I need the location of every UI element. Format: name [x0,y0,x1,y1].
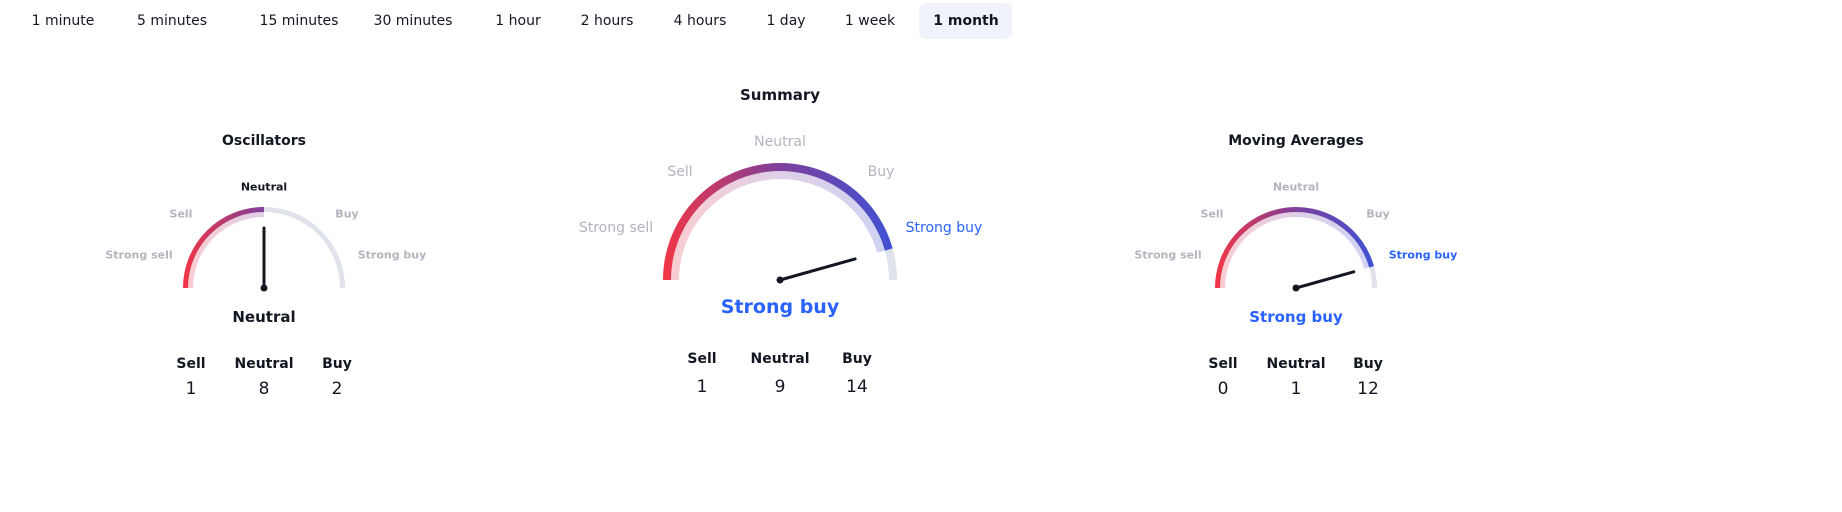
gauge-fill-inner [671,171,885,281]
count-buy: 14 [846,377,868,397]
label-neutral: Neutral [240,180,288,194]
count-header-buy: Buy [1353,356,1383,372]
oscillators-result: Neutral [232,308,296,326]
summary-gauge [663,163,897,284]
label-strong-sell: Strong sell [1134,248,1202,262]
label-strong-sell: Strong sell [578,220,654,236]
gauge-needle [778,257,857,282]
gauge-track [1215,207,1377,289]
tab-2-hours[interactable]: 2 hours [580,13,634,29]
label-sell: Sell [1200,207,1224,221]
gauge-fill-inner [1220,212,1370,289]
tab-4-hours[interactable]: 4 hours [673,13,727,29]
needle-pivot [776,276,784,284]
label-strong-buy: Strong buy [357,248,427,262]
moving-averages-result: Strong buy [1249,308,1343,326]
tab-5-minutes[interactable]: 5 minutes [136,13,208,29]
moving-averages-title: Moving Averages [1228,133,1364,149]
count-sell: 0 [1217,379,1229,399]
needle-pivot [260,284,268,292]
count-header-sell: Sell [687,351,717,367]
count-header-sell: Sell [176,356,206,372]
tab-1-day[interactable]: 1 day [766,13,806,29]
summary-title: Summary [739,86,821,104]
summary-result: Strong buy [720,296,840,318]
gauge-fill [663,163,893,281]
count-header-neutral: Neutral [1266,356,1326,372]
count-sell: 1 [696,377,708,397]
label-strong-buy: Strong buy [905,220,983,236]
label-neutral: Neutral [1272,180,1320,194]
gauge-needle [1294,270,1356,290]
count-header-neutral: Neutral [234,356,294,372]
count-buy: 12 [1357,379,1379,399]
count-header-buy: Buy [322,356,352,372]
tab-1-month[interactable]: 1 month [919,3,1013,39]
label-neutral: Neutral [754,134,806,150]
label-buy: Buy [867,164,895,180]
count-buy: 2 [331,379,343,399]
count-sell: 1 [185,379,197,399]
tab-1-minute[interactable]: 1 minute [31,13,95,29]
gauge-fill [183,207,265,289]
count-neutral: 1 [1290,379,1302,399]
label-strong-buy: Strong buy [1388,248,1458,262]
label-buy: Buy [1366,207,1390,221]
tab-1-week[interactable]: 1 week [844,13,896,29]
label-buy: Buy [335,207,359,221]
gauge-fill-inner [188,212,265,289]
count-header-buy: Buy [842,351,872,367]
gauge-track [663,163,897,281]
label-sell: Sell [169,207,193,221]
oscillators-title: Oscillators [222,133,306,149]
label-strong-sell: Strong sell [105,248,173,262]
oscillators-gauge [183,207,345,292]
tab-1-hour[interactable]: 1 hour [495,13,541,29]
needle-pivot [1292,284,1300,292]
count-header-neutral: Neutral [750,351,810,367]
moving-averages-gauge [1215,206,1377,292]
gauge-fill [1215,206,1374,289]
tab-15-minutes[interactable]: 15 minutes [259,13,339,29]
label-sell: Sell [667,164,693,180]
count-neutral: 8 [258,379,270,399]
tab-30-minutes[interactable]: 30 minutes [373,13,453,29]
count-header-sell: Sell [1208,356,1238,372]
count-neutral: 9 [774,377,786,397]
